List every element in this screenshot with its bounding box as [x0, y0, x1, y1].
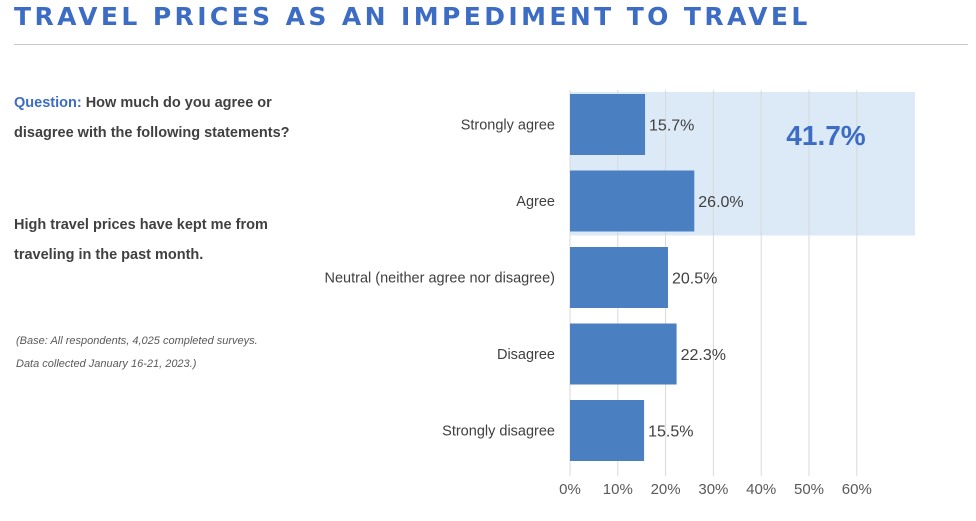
bar — [570, 323, 677, 385]
x-tick-label: 60% — [842, 481, 872, 498]
x-tick-label: 30% — [698, 481, 728, 498]
category-label: Strongly agree — [461, 118, 555, 134]
category-label: Neutral (neither agree nor disagree) — [324, 271, 555, 287]
x-tick-label: 10% — [603, 481, 633, 498]
bar — [570, 400, 645, 461]
x-tick-label: 40% — [746, 481, 776, 498]
value-label: 20.5% — [672, 271, 717, 288]
title-divider — [14, 44, 968, 45]
x-tick-label: 50% — [794, 481, 824, 498]
value-label: 22.3% — [681, 347, 726, 364]
base-note: (Base: All respondents, 4,025 completed … — [16, 330, 306, 376]
question-text: How much do you agree or disagree with t… — [14, 95, 290, 141]
value-label: 15.5% — [648, 424, 693, 441]
base-note-line1: (Base: All respondents, 4,025 completed … — [16, 335, 258, 347]
value-label: 26.0% — [698, 194, 743, 211]
category-label: Agree — [516, 194, 555, 210]
value-label: 15.7% — [649, 118, 694, 135]
page-title: TRAVEL PRICES AS AN IMPEDIMENT TO TRAVEL — [14, 2, 811, 31]
category-label: Strongly disagree — [442, 424, 555, 440]
bar — [570, 94, 646, 155]
bar — [570, 247, 668, 308]
category-label: Disagree — [497, 347, 555, 363]
x-tick-label: 20% — [651, 481, 681, 498]
x-tick-label: 0% — [559, 481, 581, 498]
question-label: Question: — [14, 95, 82, 111]
bar — [570, 170, 695, 232]
statement-text: High travel prices have kept me from tra… — [14, 217, 268, 263]
base-note-line2: Data collected January 16-21, 2023.) — [16, 358, 197, 370]
highlight-total-label: 41.7% — [786, 120, 865, 151]
question-block: Question: How much do you agree or disag… — [14, 88, 304, 148]
